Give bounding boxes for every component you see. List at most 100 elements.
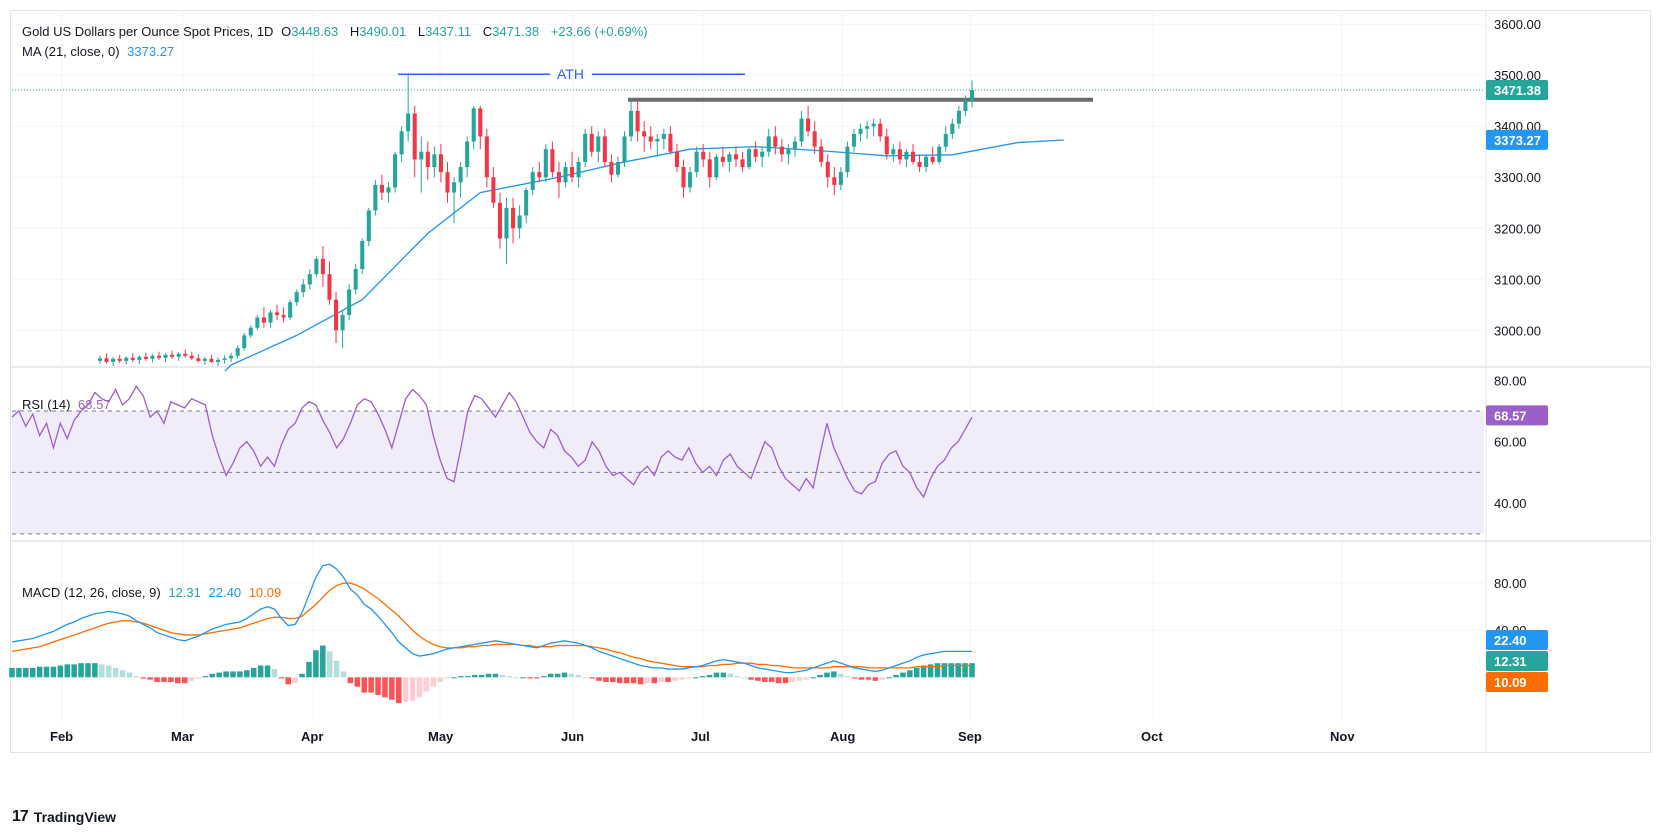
candle xyxy=(865,121,870,139)
macd-histogram-bar xyxy=(140,677,146,679)
candle xyxy=(288,299,293,321)
rsi-line xyxy=(11,385,973,499)
candle xyxy=(248,325,253,338)
macd-histogram-bar xyxy=(582,677,588,679)
candle-body xyxy=(753,149,758,157)
candle-body xyxy=(537,172,542,178)
rsi-tick-label: 60.00 xyxy=(1494,435,1527,450)
candle-body xyxy=(268,312,273,323)
candle xyxy=(648,126,653,150)
candle-body xyxy=(740,159,745,168)
candle xyxy=(438,144,443,183)
candle-body xyxy=(556,172,561,183)
candle xyxy=(917,154,922,173)
macd-histogram-bar xyxy=(817,674,823,678)
candle-body xyxy=(543,149,548,178)
candle xyxy=(720,146,725,168)
x-tick-label: Feb xyxy=(50,729,73,744)
macd-histogram-bar xyxy=(168,677,174,682)
candle-body xyxy=(563,167,568,183)
candle-body xyxy=(307,274,312,285)
candle xyxy=(130,353,135,362)
candle-body xyxy=(150,355,155,359)
macd-histogram-bar xyxy=(596,677,602,681)
candle xyxy=(609,154,614,183)
candle xyxy=(471,105,476,150)
candle-body xyxy=(871,123,876,127)
macd-histogram-bar xyxy=(382,677,388,698)
ma-price-tag: 3373.27 xyxy=(1486,129,1548,150)
candle-body xyxy=(589,133,594,152)
candle-body xyxy=(491,177,496,203)
candle-body xyxy=(891,149,896,155)
macd-histogram-bar xyxy=(57,665,64,678)
macd-histogram-bar xyxy=(23,667,29,678)
chart-canvas[interactable]: Feb Mar Apr May Jun Jul Aug Sep Oct Nov 3600.00 350… xyxy=(0,0,1656,800)
candle-body xyxy=(360,241,365,270)
macd-histogram-bar xyxy=(872,677,879,681)
candle xyxy=(465,136,470,178)
macd-histogram-bar xyxy=(299,673,305,678)
macd-histogram-bar xyxy=(706,674,713,678)
candle xyxy=(674,144,679,173)
macd-hist-tag: 12.31 xyxy=(1486,651,1548,671)
candle xyxy=(419,136,424,193)
candle-body xyxy=(163,354,168,358)
candle xyxy=(924,154,929,173)
candle xyxy=(733,146,739,168)
macd-histogram-bar xyxy=(313,650,319,678)
macd-histogram-bar xyxy=(396,677,402,704)
candle xyxy=(373,179,378,216)
candle-body xyxy=(484,136,489,178)
macd-histogram-bar xyxy=(458,676,464,678)
tradingview-logo[interactable]: 17 TradingView xyxy=(12,808,116,826)
macd-histogram-bar xyxy=(865,677,872,680)
macd-histogram-bar xyxy=(962,663,968,678)
candle xyxy=(229,352,234,362)
macd-histogram-bar xyxy=(762,677,768,682)
candle-body xyxy=(137,356,142,360)
candle xyxy=(301,279,306,298)
candle-body xyxy=(812,131,817,147)
candle-body xyxy=(904,151,909,160)
macd-histogram-bar xyxy=(838,673,844,678)
macd-histogram-bar xyxy=(92,663,98,678)
macd-histogram-bar xyxy=(119,670,126,678)
candle xyxy=(930,146,935,165)
candle xyxy=(747,146,752,170)
x-tick-label: Aug xyxy=(830,729,855,744)
candle-body xyxy=(438,154,443,173)
candle xyxy=(274,304,280,321)
macd-histogram-bar xyxy=(43,666,50,678)
macd-histogram-bar xyxy=(789,677,796,682)
macd-histogram-bar xyxy=(844,676,851,678)
candle-body xyxy=(766,136,771,152)
candle xyxy=(497,192,502,249)
price-legend: Gold US Dollars per Ounce Spot Prices, 1… xyxy=(22,24,652,39)
candle xyxy=(124,356,129,365)
macd-histogram-bar xyxy=(623,677,630,684)
candle-body xyxy=(688,172,693,188)
macd-histogram-bar xyxy=(886,677,892,679)
macd-histogram-bar xyxy=(389,677,395,700)
candle-body xyxy=(897,149,902,160)
macd-hist-tag-text: 12.31 xyxy=(1494,654,1527,669)
candle-body xyxy=(347,289,352,315)
candle xyxy=(353,263,358,295)
candle-body xyxy=(281,314,286,318)
candle-body xyxy=(596,136,601,152)
macd-histogram-bar xyxy=(16,667,22,678)
macd-histogram-bar xyxy=(713,672,720,678)
candle xyxy=(629,98,634,142)
candle xyxy=(910,144,916,165)
macd-tick-label: 80.00 xyxy=(1494,576,1527,591)
macd-histogram-bar xyxy=(934,663,941,678)
candle xyxy=(596,131,601,162)
candle xyxy=(320,246,325,287)
candle-body xyxy=(432,154,437,168)
candle-body xyxy=(707,159,712,178)
candle-body xyxy=(648,136,653,142)
candle xyxy=(189,351,194,360)
macd-histogram-bar xyxy=(541,676,547,678)
candle xyxy=(386,182,391,203)
